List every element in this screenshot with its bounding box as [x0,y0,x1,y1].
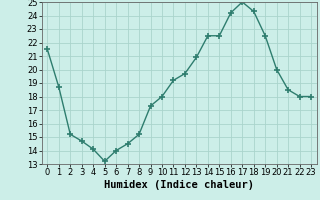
X-axis label: Humidex (Indice chaleur): Humidex (Indice chaleur) [104,180,254,190]
